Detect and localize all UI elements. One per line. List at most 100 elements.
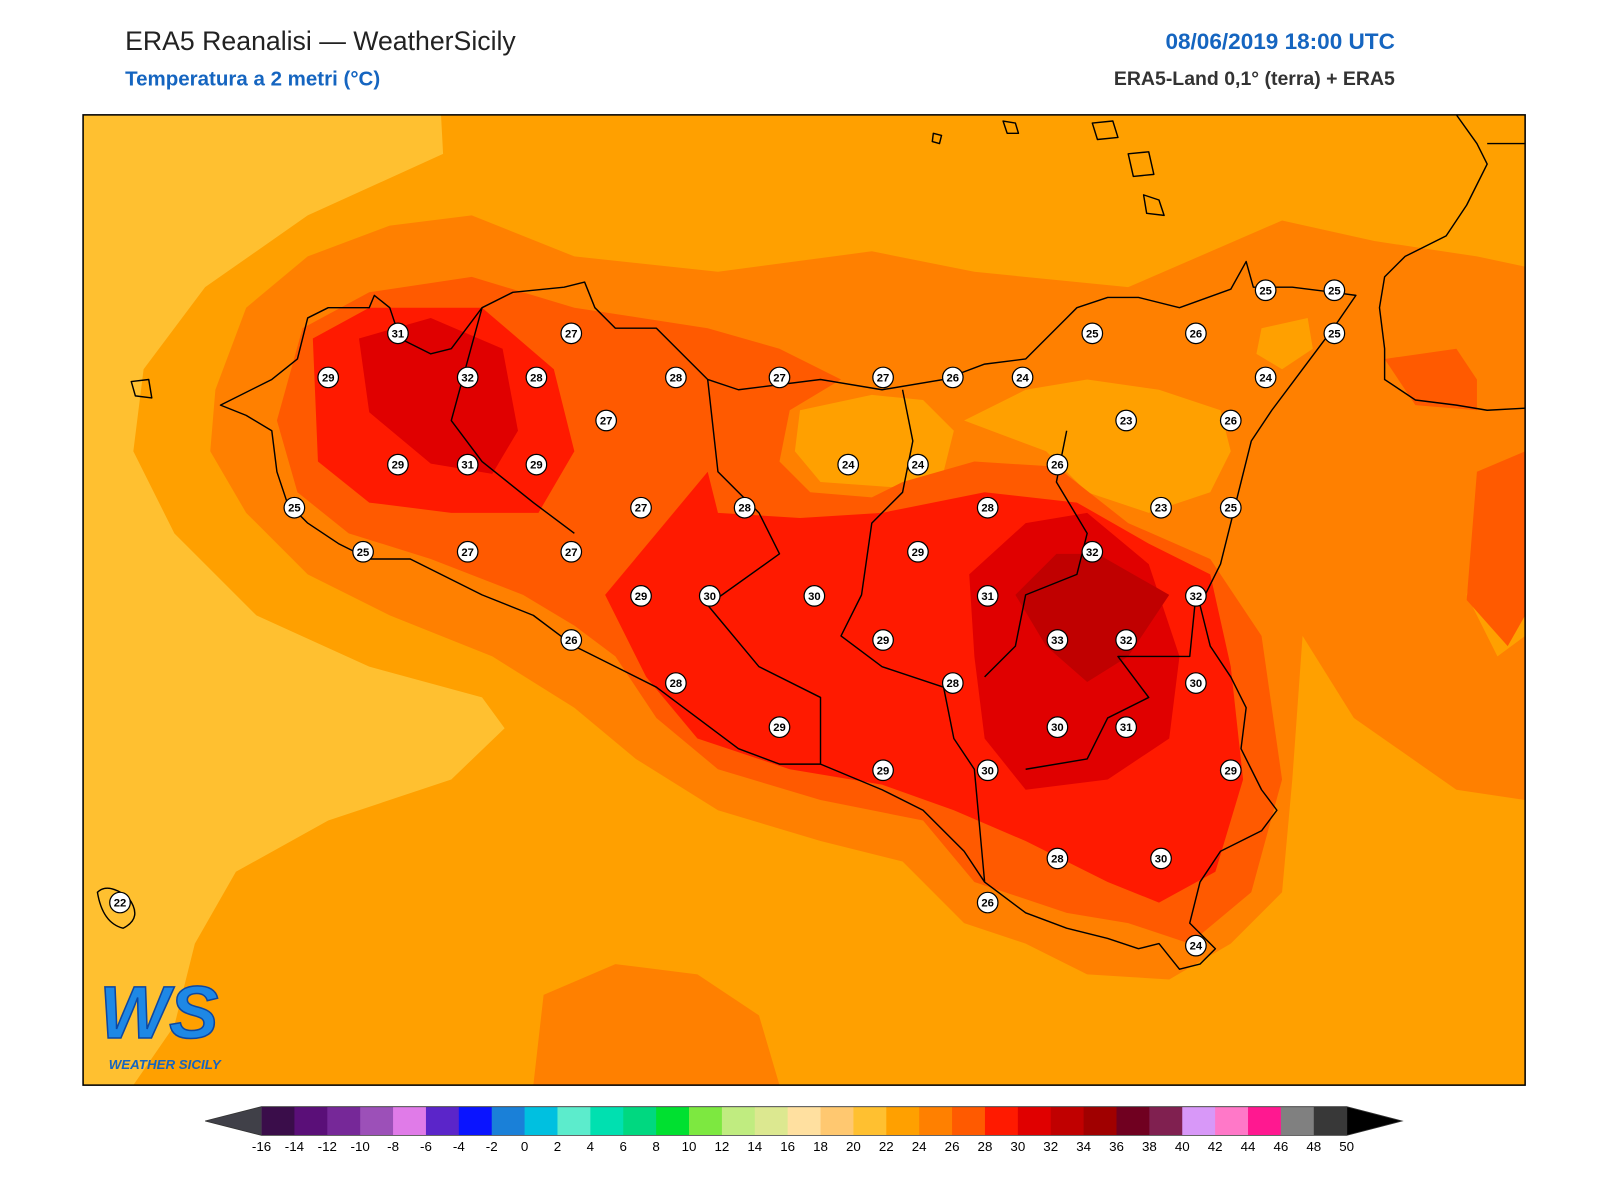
station-value: 24 bbox=[912, 460, 925, 472]
station-marker bbox=[1081, 322, 1104, 345]
station-marker bbox=[976, 585, 999, 607]
station-value: 24 bbox=[842, 460, 855, 472]
field-22 bbox=[1256, 317, 1313, 370]
colorbar-bin bbox=[491, 1106, 526, 1136]
colorbar: -16 -14 -12 -10 -8 -6 -4 -2 0 2 4 6 8 10 12 14 16 18 20 22 2… bbox=[205, 1106, 1404, 1154]
colorbar-bin bbox=[458, 1106, 493, 1136]
station-value: 23 bbox=[1155, 503, 1168, 515]
station-value: 28 bbox=[738, 503, 751, 515]
station-value: 27 bbox=[877, 372, 890, 384]
station-marker bbox=[1185, 934, 1207, 957]
datetime: 08/06/2019 18:00 UTC bbox=[1165, 29, 1394, 54]
station-marker bbox=[1219, 759, 1242, 782]
station-marker bbox=[941, 366, 964, 389]
colorbar-outline bbox=[205, 1106, 1404, 1136]
station-value: 26 bbox=[565, 635, 578, 647]
station-marker bbox=[1323, 279, 1346, 302]
station-value: 24 bbox=[1190, 941, 1203, 953]
station-value: 22 bbox=[114, 898, 127, 910]
station-value: 26 bbox=[947, 372, 960, 384]
field-22 bbox=[964, 379, 1231, 513]
title: ERA5 Reanalisi — WeatherSicily bbox=[125, 26, 516, 56]
station-marker bbox=[630, 585, 652, 607]
station-value: 28 bbox=[530, 372, 543, 384]
colorbar-tick-label: 14 bbox=[747, 1139, 762, 1154]
station-value: 25 bbox=[1259, 285, 1272, 297]
station-marker bbox=[768, 716, 791, 739]
colorbar-tick-label: -12 bbox=[318, 1139, 337, 1154]
colorbar-bin bbox=[1313, 1106, 1348, 1136]
station-value: 30 bbox=[1155, 853, 1168, 865]
colorbar-tick-label: 22 bbox=[879, 1139, 894, 1154]
colorbar-bin bbox=[360, 1106, 394, 1136]
colorbar-tick-label: 44 bbox=[1241, 1139, 1256, 1154]
station-value: 25 bbox=[1225, 503, 1238, 515]
station-marker bbox=[733, 496, 756, 519]
colorbar-bin bbox=[984, 1106, 1019, 1136]
colorbar-under bbox=[205, 1106, 262, 1136]
field-30 bbox=[358, 317, 518, 474]
colorbar-tick-label: 16 bbox=[780, 1139, 795, 1154]
station-value: 30 bbox=[1190, 678, 1203, 690]
logo-mark: WS bbox=[99, 971, 218, 1054]
colorbar-bin bbox=[1050, 1106, 1085, 1136]
station-value: 31 bbox=[981, 591, 994, 603]
station-value: 26 bbox=[1190, 328, 1203, 340]
station-marker bbox=[907, 540, 929, 563]
station-value: 27 bbox=[600, 416, 613, 428]
colorbar-bin bbox=[919, 1106, 953, 1136]
station-value: 26 bbox=[981, 898, 994, 910]
station-marker bbox=[1046, 629, 1069, 651]
station-value: 26 bbox=[1051, 460, 1064, 472]
colorbar-tick-label: 38 bbox=[1142, 1139, 1157, 1154]
colorbar-tick-label: 28 bbox=[978, 1139, 993, 1154]
station-value: 29 bbox=[877, 635, 890, 647]
field-24 bbox=[533, 964, 780, 1086]
station-marker bbox=[1254, 279, 1277, 302]
station-value: 25 bbox=[1086, 328, 1099, 340]
station-marker bbox=[525, 453, 548, 476]
colorbar-tick-label: 24 bbox=[912, 1139, 927, 1154]
station-marker bbox=[1011, 366, 1034, 389]
station-value: 29 bbox=[773, 722, 786, 734]
station-marker bbox=[1323, 322, 1346, 345]
colorbar-tick-label: 34 bbox=[1076, 1139, 1091, 1154]
station-marker bbox=[907, 453, 929, 476]
station-value: 27 bbox=[565, 547, 578, 559]
station-marker bbox=[1115, 716, 1138, 739]
station-marker bbox=[352, 540, 374, 563]
colorbar-bin bbox=[1017, 1106, 1052, 1136]
station-marker bbox=[837, 453, 860, 476]
station-marker bbox=[1046, 716, 1069, 739]
station-marker bbox=[1254, 366, 1277, 389]
station-value: 25 bbox=[1328, 328, 1341, 340]
station-value: 31 bbox=[1120, 722, 1133, 734]
colorbar-bin bbox=[1149, 1106, 1183, 1136]
station-value: 25 bbox=[357, 547, 370, 559]
station-marker bbox=[976, 759, 999, 782]
colorbar-tick-label: 48 bbox=[1306, 1139, 1321, 1154]
colorbar-tick-label: 26 bbox=[945, 1139, 960, 1154]
station-value: 26 bbox=[1225, 416, 1238, 428]
colorbar-tick-label: 8 bbox=[652, 1139, 659, 1154]
station-value: 29 bbox=[877, 765, 890, 777]
station-value: 24 bbox=[1016, 372, 1029, 384]
station-marker bbox=[525, 366, 548, 389]
station-marker bbox=[1150, 496, 1172, 519]
colorbar-bin bbox=[721, 1106, 756, 1136]
station-value: 33 bbox=[1051, 635, 1064, 647]
colorbar-tick-label: 50 bbox=[1339, 1139, 1354, 1154]
station-marker bbox=[941, 672, 964, 694]
station-marker bbox=[872, 366, 894, 389]
station-marker bbox=[872, 759, 894, 782]
station-marker bbox=[456, 540, 479, 563]
station-value: 23 bbox=[1120, 416, 1133, 428]
station-marker bbox=[456, 366, 479, 389]
colorbar-tick-label: 0 bbox=[521, 1139, 528, 1154]
colorbar-tick-label: 2 bbox=[554, 1139, 561, 1154]
colorbar-tick-label: -6 bbox=[420, 1139, 432, 1154]
station-value: 32 bbox=[461, 372, 474, 384]
station-marker bbox=[976, 891, 999, 914]
colorbar-bin bbox=[689, 1106, 723, 1136]
station-marker bbox=[630, 496, 652, 519]
